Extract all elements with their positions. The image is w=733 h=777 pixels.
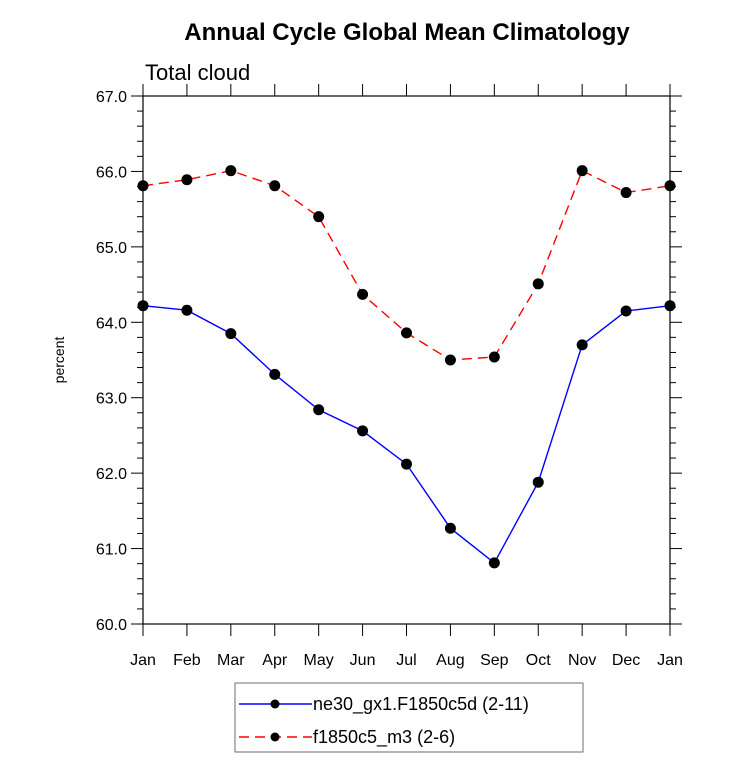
data-point <box>532 476 544 488</box>
x-tick-label: Aug <box>436 652 464 669</box>
legend-box <box>234 682 584 753</box>
series-2 <box>137 165 676 366</box>
legend-marker <box>270 699 280 709</box>
data-point <box>620 187 632 199</box>
series-1 <box>137 300 676 569</box>
data-point <box>225 328 237 340</box>
x-tick-label: Oct <box>526 652 551 669</box>
data-point <box>357 288 369 300</box>
data-point <box>401 458 412 470</box>
data-point <box>181 174 193 186</box>
data-point <box>269 180 281 192</box>
y-tick-labels: 60.0 61.0 62.0 63.0 64.0 65.0 66.0 67.0 <box>96 89 127 634</box>
y-tick-label: 60.0 <box>96 617 127 634</box>
data-point <box>488 351 500 363</box>
data-point <box>269 368 281 380</box>
legend-label: f1850c5_m3 (2-6) <box>313 727 455 748</box>
y-tick-label: 64.0 <box>96 315 127 332</box>
chart-title: Annual Cycle Global Mean Climatology <box>184 19 630 46</box>
x-tick-label: Dec <box>612 652 640 669</box>
data-point <box>620 305 632 317</box>
data-point <box>181 304 193 316</box>
x-tick-label: Jan <box>657 652 683 669</box>
y-tick-label: 65.0 <box>96 240 127 257</box>
x-tick-label: Mar <box>217 652 245 669</box>
data-point <box>664 180 676 192</box>
x-tick-label: Nov <box>568 652 596 669</box>
legend: ne30_gx1.F1850c5d (2-11) f1850c5_m3 (2-6) <box>234 682 584 753</box>
y-tick-label: 63.0 <box>96 391 127 408</box>
x-tick-label: Jul <box>396 652 416 669</box>
data-point <box>664 300 676 312</box>
data-point <box>576 339 588 351</box>
data-point <box>532 278 544 290</box>
y-tick-label: 66.0 <box>96 164 127 181</box>
data-point <box>313 211 325 223</box>
data-point <box>444 522 456 534</box>
y-tick-label: 62.0 <box>96 466 127 483</box>
legend-label: ne30_gx1.F1850c5d (2-11) <box>313 694 529 715</box>
series-line <box>142 304 671 564</box>
legend-item: ne30_gx1.F1850c5d (2-11) <box>239 694 529 715</box>
y-tick-label: 61.0 <box>96 542 127 559</box>
data-point <box>401 327 412 339</box>
x-tick-label: Jan <box>130 652 156 669</box>
axes <box>131 84 682 636</box>
data-point <box>137 180 149 192</box>
data-point <box>444 354 456 366</box>
x-tick-label: Apr <box>262 652 288 669</box>
x-tick-label: May <box>304 652 334 669</box>
data-point <box>357 425 369 437</box>
series-group <box>137 165 676 569</box>
data-point <box>488 557 500 569</box>
data-point <box>576 165 588 177</box>
chart-subtitle: Total cloud <box>145 60 250 85</box>
y-axis-label: percent <box>51 337 67 384</box>
data-point <box>313 404 325 416</box>
x-tick-label: Feb <box>173 652 201 669</box>
legend-item: f1850c5_m3 (2-6) <box>239 727 455 748</box>
data-point <box>137 300 149 312</box>
data-point <box>225 165 237 177</box>
x-tick-label: Jun <box>350 652 376 669</box>
legend-marker <box>270 732 280 742</box>
x-tick-labels: Jan Feb Mar Apr May Jun Jul Aug Sep Oct Nov Dec Jan <box>130 652 683 669</box>
x-tick-label: Sep <box>480 652 509 669</box>
y-tick-label: 67.0 <box>96 89 127 106</box>
